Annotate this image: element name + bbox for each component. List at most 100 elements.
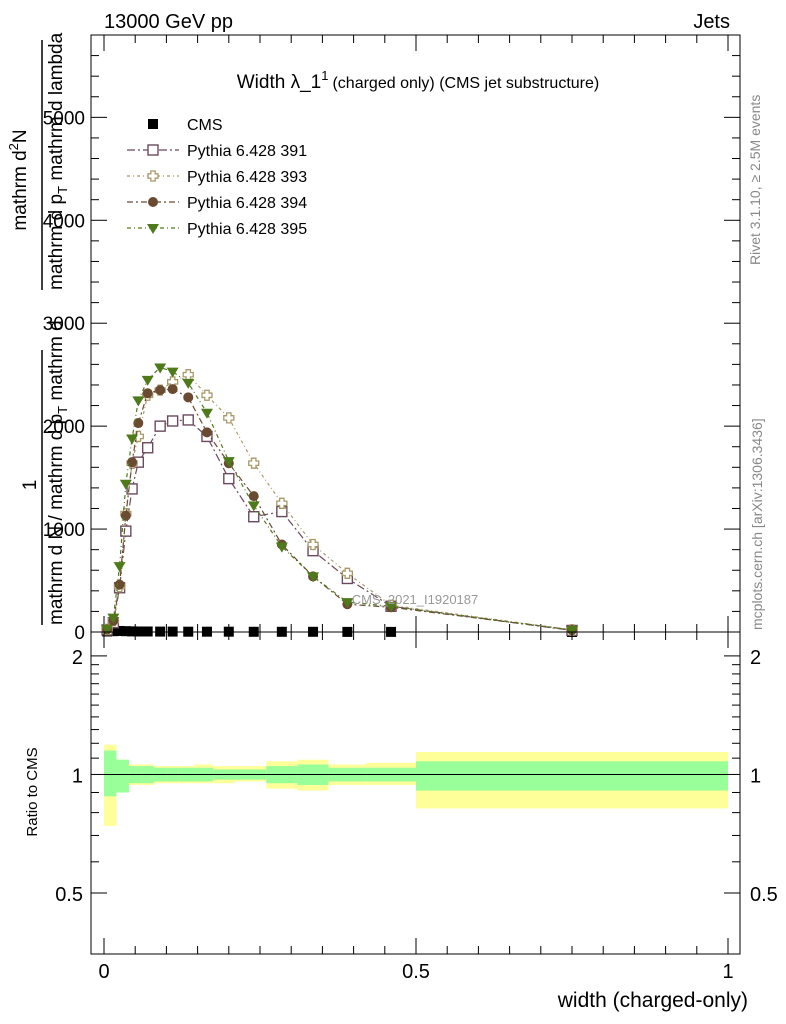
ratio-ytick-label-right: 2 (750, 647, 761, 669)
data-point (307, 538, 319, 551)
data-point (107, 613, 120, 624)
ratio-ylabel: Ratio to CMS (24, 747, 41, 836)
title-rest: (charged only) (CMS jet substructure) (332, 75, 599, 92)
data-point (119, 479, 132, 490)
data-point (114, 625, 125, 636)
data-point (248, 491, 259, 502)
data-point (201, 427, 212, 438)
data-point (154, 363, 167, 374)
data-point (166, 415, 179, 427)
svg-text:mathrm d N / mathrm d pT mathr: mathrm d N / mathrm d pT mathrm d (46, 320, 70, 625)
legend: CMS Pythia 6.428 391 Pythia 6.428 393 Pythi… (127, 117, 307, 238)
series-pythia-6-428-393 (101, 369, 578, 636)
data-point (113, 562, 126, 573)
plot-title: Width λ_11 (charged only) (CMS jet substr… (237, 68, 599, 93)
legend-entry: Pythia 6.428 391 (127, 143, 307, 160)
svg-text:Width λ_11(charged only) (CMS: Width λ_11 (charged only) (CMS jet substr… (237, 68, 599, 93)
series-line (106, 419, 573, 632)
main-plot-panel: 0 1000 2000 3000 4000 5000 (43, 34, 741, 644)
data-point (276, 497, 288, 509)
svg-text:mathrm d pT mathrm d lambda: mathrm d pT mathrm d lambda (46, 32, 70, 290)
data-point (101, 624, 114, 635)
main-ytick-label: 2000 (43, 417, 85, 438)
main-ytick-label: 3000 (43, 314, 85, 335)
mcplots-label: mcplots.cern.ch [arXiv:1306.3436] (749, 418, 765, 630)
rivet-label: Rivet 3.1.10, ≥ 2.5M events (747, 95, 763, 265)
ratio-axis-ticks: 0.5 0.5 1 1 2 2 0 0.5 1 (55, 632, 778, 983)
data-point (141, 442, 154, 454)
data-point (201, 389, 213, 401)
ratio-green-band (104, 750, 117, 797)
ratio-xtick-label: 0.5 (402, 961, 430, 983)
data-point (120, 626, 131, 637)
ratio-plot-panel: 0.5 0.5 1 1 2 2 0 0.5 1 (55, 631, 778, 983)
data-point (183, 392, 194, 403)
data-point (132, 396, 145, 407)
data-point (223, 472, 235, 485)
ylabel-bottom: mathrm d p (46, 194, 67, 290)
ratio-plot-frame (90, 631, 741, 955)
main-ytick-label: 4000 (43, 211, 85, 232)
title-main: Width λ_1 (237, 72, 321, 93)
data-point (142, 388, 153, 399)
data-point (142, 626, 153, 637)
series-cms (102, 625, 577, 637)
data-point (200, 408, 213, 419)
data-point (248, 511, 260, 523)
data-point (385, 602, 398, 613)
legend-marker (148, 119, 158, 129)
data-point (132, 430, 144, 443)
main-ylabel: 1 mathrm d2N mathrm d pT mathrm d lambda… (6, 32, 70, 625)
ylabel-frac-bottom: mathrm d N / mathrm d p (46, 414, 67, 625)
main-ytick-label: 1000 (43, 520, 85, 541)
ylabel-top: mathrm d (10, 150, 31, 230)
ylabel-top2: N (10, 129, 31, 143)
data-point (126, 483, 138, 495)
data-point (166, 367, 179, 378)
ylabel-bottom2: mathrm d lambda (46, 32, 67, 186)
data-point (126, 434, 139, 445)
main-ytick-label: 0 (74, 623, 85, 644)
data-point (127, 626, 138, 637)
header-left: 13000 GeV pp (104, 11, 233, 33)
data-point (120, 525, 132, 537)
legend-marker (147, 144, 159, 156)
data-point (341, 598, 354, 609)
legend-entry: Pythia 6.428 395 (127, 221, 307, 238)
series-line (106, 388, 573, 631)
data-point (167, 384, 178, 395)
main-series-group (101, 363, 578, 637)
main-ytick-label: 5000 (43, 108, 85, 129)
data-point (154, 420, 166, 432)
header-right: Jets (693, 11, 730, 33)
svg-text:1: 1 (20, 480, 41, 491)
data-point (141, 375, 154, 386)
ratio-ytick-label-right: 0.5 (750, 884, 778, 906)
data-point (248, 457, 260, 469)
ratio-green-band (416, 761, 728, 791)
legend-entry: CMS (148, 117, 223, 134)
data-point (222, 457, 235, 468)
data-point (127, 457, 138, 468)
ratio-ytick-label-left: 2 (72, 647, 83, 669)
data-point (566, 625, 578, 636)
ylabel-frac-bottom2: mathrm d (46, 320, 67, 406)
legend-entry: Pythia 6.428 394 (127, 195, 307, 212)
data-point (182, 369, 194, 381)
data-point (120, 510, 131, 521)
analysis-watermark: CMS_2021_I1920187 (352, 592, 479, 607)
ylabel-top-sup: 2 (6, 143, 21, 150)
legend-marker (147, 224, 159, 234)
xlabel: width (charged-only) (557, 989, 748, 1012)
series-line (106, 366, 573, 631)
data-point (108, 626, 119, 637)
legend-entry: Pythia 6.428 393 (127, 169, 307, 186)
ylabel-frac-top: 1 (20, 480, 41, 491)
legend-label: CMS (187, 117, 223, 134)
ratio-xtick-label: 0 (98, 961, 109, 983)
data-point (341, 567, 354, 579)
legend-label: Pythia 6.428 391 (187, 143, 307, 160)
series-pythia-6-428-391 (101, 414, 578, 637)
series-line (106, 373, 573, 631)
